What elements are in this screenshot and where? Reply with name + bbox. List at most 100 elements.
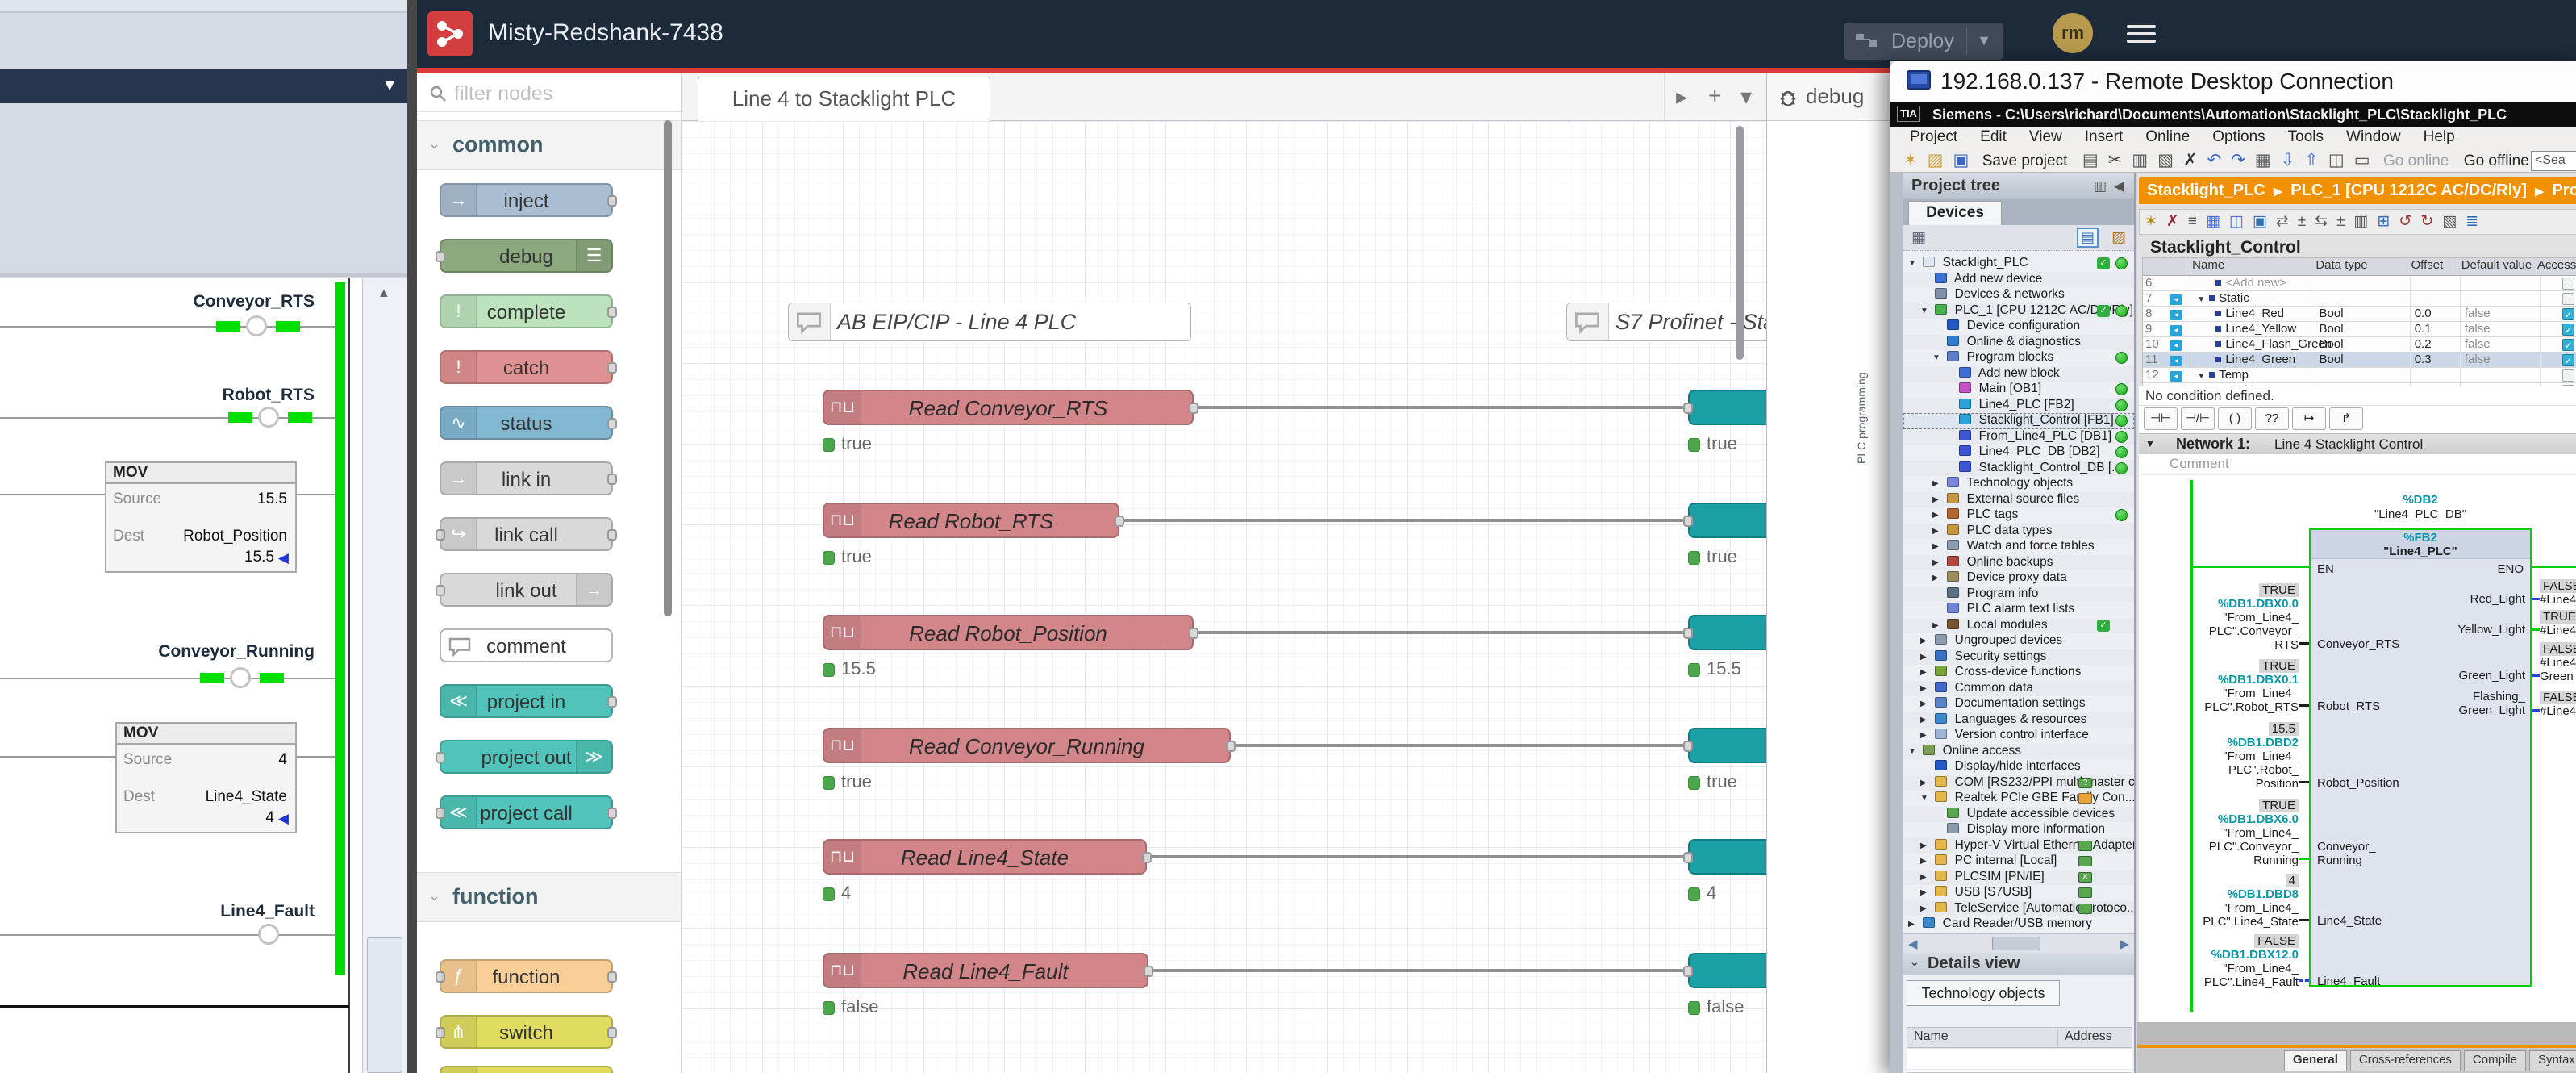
- tree-item[interactable]: Main [OB1] ✓: [1903, 382, 2134, 398]
- tree-hscrollbar[interactable]: ◀ ▶: [1903, 933, 2134, 953]
- avatar[interactable]: rm: [2053, 13, 2093, 53]
- interface-row[interactable]: 10 ◂ Line4_Flash_Green≣ Bool 0.2 false: [2143, 337, 2576, 353]
- tab-devices[interactable]: Devices: [1908, 201, 2002, 225]
- node-port[interactable]: [607, 1027, 617, 1038]
- tree-item[interactable]: ▶ PLCSIM [PN/IE] ✕ ✓: [1903, 870, 2134, 886]
- tree-item[interactable]: ▶ Cross-device functions ✓: [1903, 665, 2134, 681]
- tree-item[interactable]: ▶ COM [RS232/PPI multi-master c... ? ✓: [1903, 775, 2134, 791]
- tree-item[interactable]: ▶ Ungrouped devices ✓: [1903, 633, 2134, 649]
- input-port[interactable]: [1683, 628, 1693, 639]
- palette-section-function[interactable]: ⌄ function: [417, 872, 681, 922]
- toolbar-icon[interactable]: ▣: [2253, 213, 2267, 230]
- output-coil[interactable]: [228, 924, 312, 946]
- accessible-checkbox[interactable]: [2562, 324, 2574, 336]
- tree-item[interactable]: ▶ Documentation settings ✓: [1903, 696, 2134, 712]
- tree-item[interactable]: ▼ Stacklight_PLC ✓: [1903, 256, 2134, 272]
- input-port[interactable]: [1683, 852, 1693, 863]
- operand[interactable]: FALSE #Line4_Green: [2540, 691, 2576, 718]
- expander-icon[interactable]: ▶: [1920, 684, 1932, 693]
- write-node[interactable]: Write Line4_Fault ⊓⊔: [1688, 953, 1766, 988]
- flow-list-caret-icon[interactable]: ▾: [1740, 83, 1752, 110]
- lad-instruction-button[interactable]: ⊣⊢: [2144, 407, 2178, 430]
- expander-icon[interactable]: ▼: [1908, 259, 1919, 268]
- expander-icon[interactable]: ▶: [1932, 558, 1944, 567]
- read-node[interactable]: ⊓⊔ Read Line4_Fault: [823, 953, 1148, 988]
- palette-node[interactable]: → link in: [440, 461, 613, 495]
- palette-node[interactable]: ≪ project in: [440, 684, 613, 718]
- expander-icon[interactable]: ▶: [1920, 857, 1932, 866]
- palette-node[interactable]: ↪ link call: [440, 517, 613, 551]
- menu-item[interactable]: Tools: [2288, 128, 2324, 145]
- mov-instruction[interactable]: MOV Source 15.5 Dest Robot_Position 15.5…: [105, 461, 297, 573]
- save-project-button[interactable]: Save project: [1982, 152, 2068, 169]
- read-node[interactable]: ⊓⊔ Read Conveyor_Running: [823, 728, 1231, 763]
- toolbar-icon[interactable]: ±: [2298, 213, 2306, 230]
- panel-options-icon[interactable]: ▥: [2094, 178, 2107, 194]
- interface-row[interactable]: 12 ◂ ▼Temp≣: [2143, 368, 2576, 383]
- palette-node[interactable]: debug ☰: [440, 239, 613, 273]
- expander-icon[interactable]: ▶: [1920, 904, 1932, 913]
- tree-view-icon[interactable]: ▤: [2077, 228, 2099, 248]
- inspector-tab[interactable]: Compile: [2464, 1050, 2526, 1071]
- write-node[interactable]: Write Robot_Position ⊓⊔: [1688, 615, 1766, 650]
- expander-icon[interactable]: ▶: [1920, 637, 1932, 645]
- menu-item[interactable]: Options: [2212, 128, 2265, 145]
- accessible-checkbox[interactable]: [2562, 278, 2574, 290]
- go-offline-button[interactable]: Go offline: [2464, 152, 2529, 169]
- menu-item[interactable]: Edit: [1980, 128, 2007, 145]
- toolbar-icon[interactable]: ✶: [2145, 213, 2157, 230]
- rslogix-tab-band[interactable]: ▼: [0, 69, 417, 103]
- node-port[interactable]: [607, 362, 617, 374]
- expander-icon[interactable]: ▶: [1920, 699, 1932, 708]
- tree-item[interactable]: ▶ PLC data types ✓: [1903, 524, 2134, 540]
- accessible-checkbox[interactable]: [2562, 354, 2574, 366]
- interface-row[interactable]: 8 ◂ Line4_Red≣ Bool 0.0 false: [2143, 307, 2576, 322]
- toolbar-icon[interactable]: ✂: [2108, 151, 2123, 169]
- menu-item[interactable]: Window: [2346, 128, 2401, 145]
- operand[interactable]: TRUE #Line4_Yellow: [2540, 610, 2576, 637]
- input-port[interactable]: [1683, 741, 1693, 752]
- comment-node[interactable]: AB EIP/CIP - Line 4 PLC: [788, 303, 1191, 341]
- menu-item[interactable]: Project: [1910, 128, 1957, 145]
- operand[interactable]: FALSE #Line4_Red: [2540, 579, 2576, 607]
- toolbar-icon[interactable]: ▣: [1953, 151, 1969, 169]
- node-port[interactable]: [607, 971, 617, 983]
- palette-search[interactable]: filter nodes: [417, 73, 681, 112]
- toolbar-icon[interactable]: ▥: [2354, 213, 2369, 230]
- tree-item[interactable]: ▶ Hyper-V Virtual Ethernet Adapter ✓: [1903, 838, 2134, 854]
- inspector-tab[interactable]: General: [2284, 1050, 2347, 1071]
- expander-icon[interactable]: ▶: [1932, 495, 1944, 504]
- deploy-caret-icon[interactable]: ▼: [1977, 32, 1991, 49]
- network-comment[interactable]: Comment: [2139, 454, 2576, 475]
- output-port[interactable]: [1189, 628, 1198, 639]
- details-view-header[interactable]: ⌄ Details view: [1903, 953, 2134, 975]
- toolbar-icon[interactable]: ≣: [2466, 213, 2478, 230]
- palette-node[interactable]: ∿ status: [440, 406, 613, 440]
- expander-icon[interactable]: ▶: [1932, 527, 1944, 536]
- tree-item[interactable]: ▶ Card Reader/USB memory ✓: [1903, 916, 2134, 933]
- expander-icon[interactable]: ▶: [1908, 920, 1919, 929]
- breadcrumb-item[interactable]: ▶Stacklight_PLC: [2147, 182, 2265, 199]
- lad-instruction-button[interactable]: ↦: [2292, 407, 2326, 430]
- expander-icon[interactable]: ▼: [1932, 353, 1944, 362]
- output-port[interactable]: [1189, 403, 1198, 414]
- interface-row[interactable]: 6 ◂ <Add new>≣: [2143, 276, 2576, 291]
- deploy-button[interactable]: Deploy ▼: [1844, 23, 2003, 60]
- toolbar-icon[interactable]: ✶: [1903, 151, 1918, 169]
- tree-item[interactable]: ▶ Online backups ✓: [1903, 555, 2134, 571]
- expander-icon[interactable]: ▶: [1932, 511, 1944, 520]
- tree-item[interactable]: Line4_PLC [FB2] ✓: [1903, 398, 2134, 414]
- toolbar-icon[interactable]: ◫: [2229, 213, 2244, 230]
- output-port[interactable]: [1226, 741, 1236, 752]
- palette-node[interactable]: ƒ function: [440, 959, 613, 993]
- breadcrumb-item[interactable]: ▶Program blocks: [2527, 182, 2576, 199]
- inspector-tab[interactable]: Cross-references: [2350, 1050, 2461, 1071]
- tag-label[interactable]: Conveyor_RTS: [193, 292, 315, 311]
- toolbar-icon[interactable]: ↺: [2399, 213, 2411, 230]
- tree-item[interactable]: ▼ Realtek PCIe GBE Family Con... ✓: [1903, 791, 2134, 807]
- node-port[interactable]: [607, 529, 617, 541]
- wire[interactable]: [1194, 631, 1688, 634]
- tree-item[interactable]: Add new block ✓: [1903, 366, 2134, 382]
- read-node[interactable]: ⊓⊔ Read Robot_Position: [823, 615, 1194, 650]
- tree-item[interactable]: Online & diagnostics ✓: [1903, 335, 2134, 351]
